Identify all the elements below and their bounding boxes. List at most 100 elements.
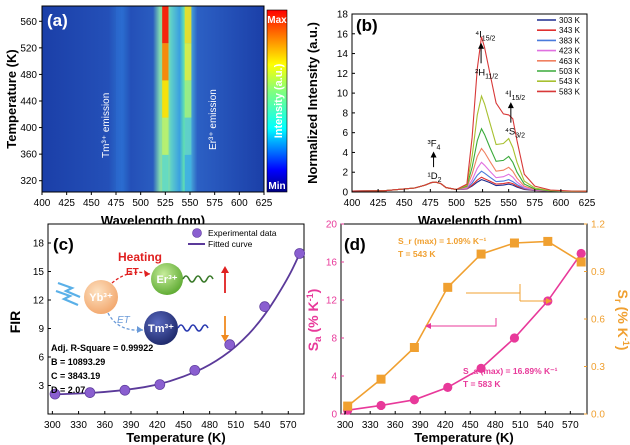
x-tick-label: 480 [201, 420, 218, 431]
sa-max-temp: T = 583 K [463, 379, 501, 389]
x-tick-label: 500 [132, 198, 149, 209]
x-tick-label: 360 [387, 420, 404, 431]
y-tick-label: 9 [38, 324, 44, 335]
x-tick-label: 575 [526, 198, 543, 209]
legend-label: 583 K [559, 87, 581, 96]
x-tick-label: 600 [231, 198, 248, 209]
fit-r-square: Adj. R-Square = 0.99922 [51, 343, 153, 353]
x-tick-label: 500 [448, 198, 465, 209]
transition-term: ⁴I [505, 89, 512, 100]
x-tick-label: 420 [437, 420, 454, 431]
sr-point [576, 257, 586, 267]
x-tick-label: 625 [579, 198, 596, 209]
fit-d: D = 2.07 [51, 385, 85, 395]
sr-axis-pointer-head [546, 298, 552, 304]
y-tick-label-left: 4 [331, 372, 337, 383]
transition-subscript: 3/2 [515, 133, 525, 140]
experimental-point [84, 387, 96, 398]
y-tick-label-right: 0.0 [591, 410, 605, 421]
fit-b: B = 10893.29 [51, 357, 105, 367]
x-axis-ticks-d: 300 330 360 390 420 450 480 510 540 570 [337, 411, 579, 431]
spectrum-line [351, 36, 588, 192]
sa-axis-pointer-head [425, 323, 431, 329]
heating-label: Heating [118, 250, 162, 264]
x-tick-label: 540 [537, 420, 554, 431]
experimental-point [154, 379, 166, 390]
tm-ion [144, 311, 178, 345]
heatmap-frame [41, 5, 265, 193]
transition-arrow-head [507, 102, 514, 109]
x-tick-label: 510 [228, 420, 245, 431]
x-tick-label: 300 [337, 420, 354, 431]
x-tick-label: 360 [96, 420, 113, 431]
x-tick-label: 420 [149, 420, 166, 431]
sa-point [409, 395, 419, 405]
spectrum-lines [351, 36, 588, 192]
legend-c: Experimental data Fitted curve [188, 228, 277, 249]
annotation-tm-emission: Tm³⁺ emission [101, 93, 112, 158]
incident-light-icon-2 [55, 289, 79, 307]
y-tick-label-right: 0.6 [591, 315, 605, 326]
y-tick-label: 12 [337, 69, 349, 80]
y-tick-label: 18 [33, 239, 45, 250]
x-tick-label: 570 [280, 420, 297, 431]
heatmap-bands [116, 6, 192, 192]
legend-label: 463 K [559, 57, 581, 66]
sr-point [543, 236, 553, 246]
x-tick-label: 510 [512, 420, 529, 431]
sa-point [476, 363, 486, 373]
y-tick-label: 16 [337, 29, 349, 40]
sa-max-text: S_a (max) = 16.89% K⁻¹ [463, 366, 558, 376]
heatmap-background [42, 6, 264, 192]
fit-parameters: Adj. R-Square = 0.99922 B = 10893.29 C =… [51, 343, 153, 395]
panel-label-a: (a) [47, 11, 68, 30]
legend-label: 343 K [559, 26, 581, 35]
x-tick-label: 575 [206, 198, 223, 209]
transition-label: ⁴S3/2 [505, 127, 525, 140]
panel-label-c: (c) [53, 235, 74, 254]
heatmap-cell [184, 80, 192, 118]
er-emission-wave [182, 275, 214, 283]
y-tick-label: 6 [342, 128, 348, 139]
x-tick-label: 390 [123, 420, 140, 431]
transition-arrow-head [478, 42, 485, 49]
x-tick-label: 550 [500, 198, 517, 209]
experimental-point [259, 301, 271, 312]
x-tick-label: 330 [70, 420, 87, 431]
transition-term: ¹D [428, 171, 438, 182]
y-tick-label: 560 [20, 17, 37, 28]
legend-label-fitted: Fitted curve [208, 239, 253, 249]
experimental-point [49, 388, 61, 400]
y-tick-label-right: 0.9 [591, 267, 605, 278]
y-tick-label: 10 [337, 89, 349, 100]
et-label-top: ET [126, 267, 139, 278]
experimental-point [119, 384, 131, 396]
transition-label: ⁴I15/2 [505, 89, 525, 102]
y-axis-ticks-a: 320 360 400 440 480 520 560 [20, 17, 42, 187]
transition-term: ²H [475, 67, 485, 78]
sr-max-text: S_r (max) = 1.09% K⁻¹ [398, 236, 487, 246]
heatmap-cell [162, 80, 169, 118]
y-tick-label-left: 16 [326, 258, 338, 269]
heatmap-cell [162, 117, 169, 155]
transition-subscript: 11/2 [485, 73, 498, 80]
x-tick-label: 425 [58, 198, 75, 209]
sa-point [443, 382, 453, 392]
y-tick-label: 15 [33, 267, 45, 278]
legend-label: 303 K [559, 16, 581, 25]
y-tick-label: 520 [20, 43, 37, 54]
transition-subscript: 15/2 [512, 95, 526, 102]
panel-label-d: (d) [344, 235, 366, 254]
annotation-er-emission: Er³⁺ emission [208, 89, 219, 150]
fir-plot [49, 248, 305, 400]
x-tick-label: 540 [254, 420, 271, 431]
sa-point [576, 248, 586, 259]
x-tick-label: 475 [422, 198, 439, 209]
panel-d: (d) S_r (max) = 1.09% K⁻¹ T = 543 K S_a … [305, 220, 630, 445]
heatmap-cell [184, 43, 192, 81]
x-tick-label: 480 [487, 420, 504, 431]
